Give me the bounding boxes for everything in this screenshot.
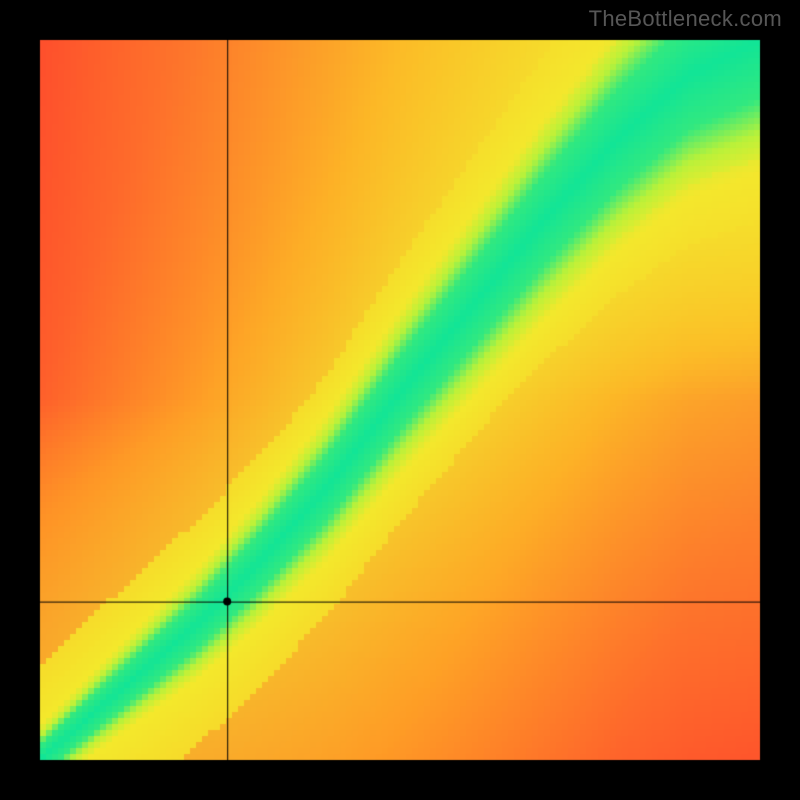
watermark-text: TheBottleneck.com — [589, 6, 782, 32]
chart-container: TheBottleneck.com — [0, 0, 800, 800]
bottleneck-heatmap — [0, 0, 800, 800]
